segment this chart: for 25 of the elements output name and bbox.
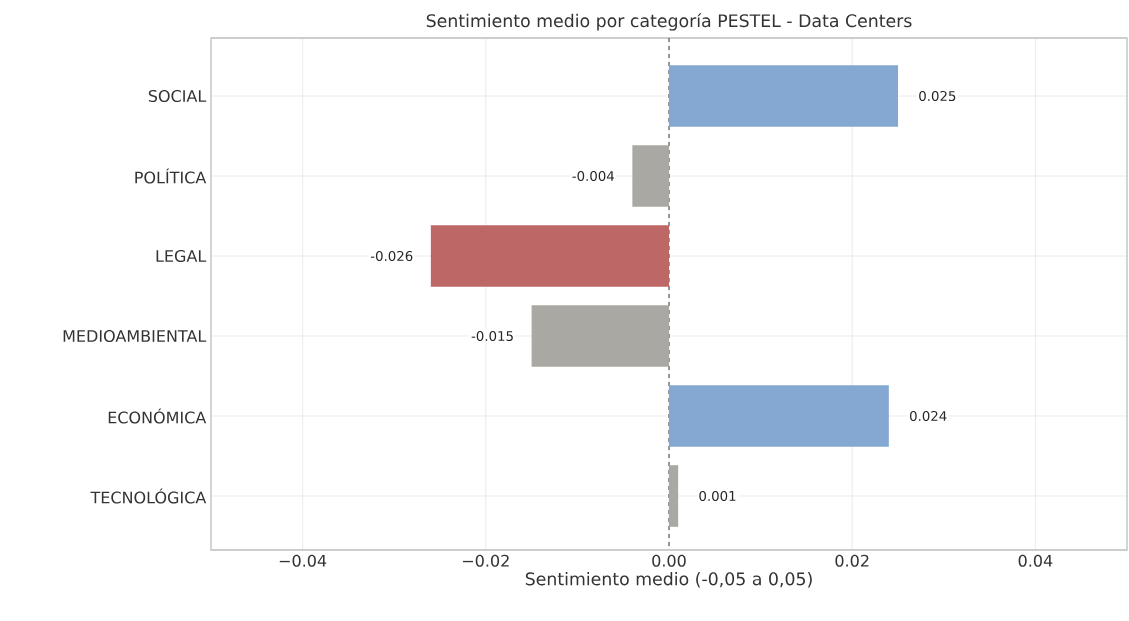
y-tick-label: SOCIAL <box>148 89 207 103</box>
x-tick-label: 0.04 <box>1018 554 1053 567</box>
data-label: 0.024 <box>909 410 947 422</box>
bar <box>669 465 679 527</box>
data-label: -0.026 <box>370 250 413 262</box>
chart-title: Sentimiento medio por categoría PESTEL - Data Centers <box>426 13 912 31</box>
bar <box>669 385 889 447</box>
y-tick-label: POLÍTICA <box>135 168 207 184</box>
data-label: -0.015 <box>471 330 513 342</box>
bar <box>430 225 669 287</box>
x-tick-label: −0.04 <box>279 554 327 567</box>
data-label: -0.004 <box>572 170 615 182</box>
x-tick-label: −0.02 <box>462 554 509 567</box>
y-tick-label: ECONÓMICA <box>108 408 207 424</box>
x-tick-label: 0.02 <box>835 554 869 567</box>
y-tick-label: MEDIOAMBIENTAL <box>63 329 207 343</box>
x-axis-title: Sentimiento medio (-0,05 a 0,05) <box>525 571 812 588</box>
data-label: 0.025 <box>919 90 956 102</box>
x-tick-label: 0.00 <box>652 554 686 567</box>
bar <box>531 305 669 367</box>
bar <box>669 65 898 127</box>
data-label: 0.001 <box>699 490 736 502</box>
bar <box>632 145 669 207</box>
y-tick-label: LEGAL <box>156 249 207 263</box>
y-tick-label: TECNOLÓGICA <box>90 488 207 504</box>
